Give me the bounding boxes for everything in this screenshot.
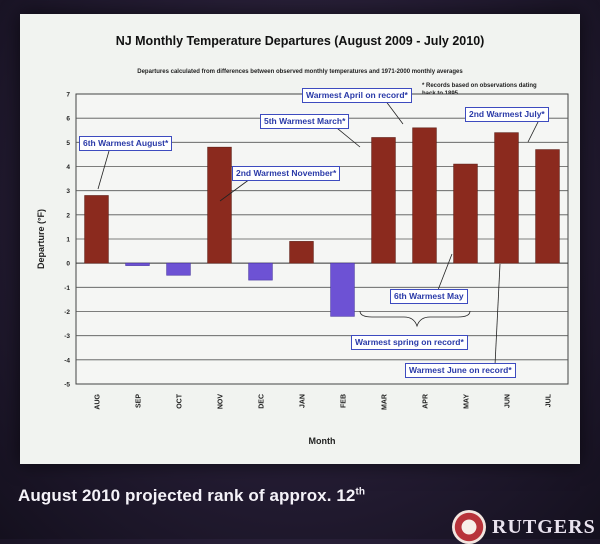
callout-6th-warmest-august: 6th Warmest August* [79, 136, 173, 151]
x-tick-label: FEB [341, 394, 348, 408]
leader-april [384, 99, 404, 125]
slide-caption: August 2010 projected rank of approx. 12… [18, 486, 365, 506]
y-tick-label: -5 [64, 382, 70, 389]
leader-july [527, 117, 541, 143]
y-tick-label: -2 [64, 309, 70, 316]
presentation-slide: NJ Monthly Temperature Departures (Augus… [20, 14, 580, 464]
y-tick-label: 4 [66, 164, 70, 171]
y-tick-label: 2 [66, 212, 70, 219]
bar-nov [207, 146, 232, 264]
y-axis-label: Departure (°F) [36, 209, 46, 269]
leader-november [219, 178, 251, 202]
y-tick-label: 3 [66, 188, 70, 195]
x-tick-label: MAR [382, 394, 389, 410]
x-tick-label: NOV [218, 394, 225, 410]
callout-2nd-warmest-november: 2nd Warmest November* [232, 166, 341, 181]
y-tick-label: 5 [66, 140, 70, 147]
x-tick-label: AUG [95, 393, 102, 409]
chart-title: NJ Monthly Temperature Departures (Augus… [115, 34, 485, 48]
bar-dec [248, 262, 273, 281]
x-tick-label: MAY [464, 394, 471, 409]
leader-june [494, 263, 501, 366]
bar-jan [289, 241, 314, 264]
x-tick-label: SEP [136, 394, 143, 408]
x-tick-label: APR [423, 394, 430, 409]
x-tick-label: OCT [177, 393, 184, 409]
callout-6th-warmest-may: 6th Warmest May [390, 289, 468, 304]
y-tick-label: -3 [64, 333, 70, 340]
bar-mar [371, 137, 396, 264]
callout-warmest-june: Warmest June on record* [405, 363, 516, 378]
bar-feb [330, 262, 355, 317]
bar-apr [412, 127, 437, 264]
caption-suffix: th [355, 486, 366, 498]
y-tick-label: 1 [66, 237, 70, 244]
spring-bracket [359, 310, 471, 328]
chart-subtitle: Departures calculated from differences b… [137, 69, 463, 75]
leader-may [437, 253, 453, 291]
callout-5th-warmest-march: 5th Warmest March* [260, 114, 350, 129]
leader-august [97, 150, 110, 190]
bar-aug [84, 195, 109, 264]
rutgers-logo: RUTGERS [452, 510, 600, 544]
caption-text: August 2010 projected rank of approx. 12 [18, 486, 356, 505]
x-tick-label: JUL [546, 393, 553, 407]
logo-text: RUTGERS [492, 516, 596, 538]
y-tick-label: 7 [66, 92, 70, 99]
seal-icon [452, 510, 486, 544]
x-tick-label: DEC [259, 394, 266, 409]
y-tick-label: -4 [64, 357, 70, 364]
callout-2nd-warmest-july: 2nd Warmest July* [465, 107, 549, 122]
y-tick-label: -1 [64, 285, 70, 292]
y-tick-label: 0 [66, 261, 70, 268]
bar-jun [494, 132, 519, 264]
bar-sep [125, 262, 150, 266]
bar-chart-plot: -5 -4 -3 -2 -1 0 1 2 3 4 5 6 7 AUG SEP OCT NOV DEC JAN FEB M… [36, 92, 569, 446]
callout-warmest-april: Warmest April on record* [302, 88, 412, 103]
callout-warmest-spring: Warmest spring on record* [351, 335, 468, 350]
y-tick-label: 6 [66, 116, 70, 123]
bar-oct [166, 262, 191, 276]
x-tick-label: JUN [505, 394, 512, 408]
x-axis-label: Month [309, 436, 336, 446]
bar-may [453, 163, 478, 264]
x-tick-label: JAN [300, 394, 307, 408]
bar-jul [535, 149, 560, 264]
